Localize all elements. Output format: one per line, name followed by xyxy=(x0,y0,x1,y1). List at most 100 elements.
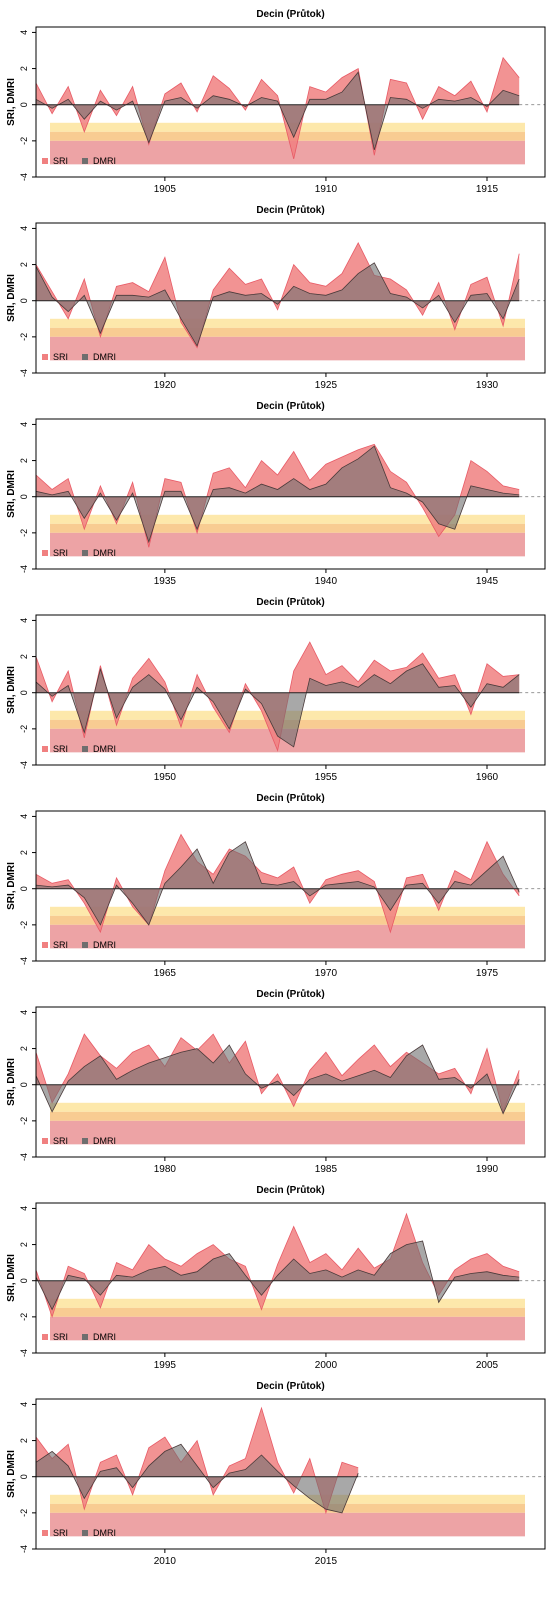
y-tick-label: 2 xyxy=(19,1242,29,1247)
x-tick-label: 1965 xyxy=(154,968,177,979)
series-area-dmri xyxy=(36,446,520,542)
plot-frame xyxy=(35,1398,546,1550)
legend-label-dmri: DMRI xyxy=(93,1136,116,1146)
chart-panel-8: Decin (Průtok) SRI, DMRI 4 2 0 -2 -4 2010 2015 SR… xyxy=(6,1380,546,1567)
series-line-dmri xyxy=(35,445,520,544)
legend-swatch-sri xyxy=(42,1138,48,1144)
chart-panel-4: Decin (Průtok) SRI, DMRI 4 2 0 -2 -4 1950 1955 19… xyxy=(6,596,546,783)
drought-band-2 xyxy=(50,1503,525,1513)
x-tick-label: 1985 xyxy=(315,1164,338,1175)
x-tick-label: 1945 xyxy=(476,576,499,587)
y-tick-label: -4 xyxy=(19,957,29,965)
drought-band-3 xyxy=(50,1316,525,1341)
y-tick-label: -4 xyxy=(19,1153,29,1161)
y-tick-label: -4 xyxy=(19,1349,29,1357)
y-tick-label: -2 xyxy=(19,137,29,145)
y-tick-label: 0 xyxy=(19,102,29,107)
chart-panel-5: Decin (Průtok) SRI, DMRI 4 2 0 -2 -4 1965 1970 19… xyxy=(6,792,546,979)
legend-swatch-dmri xyxy=(82,1334,88,1340)
y-tick-label: 4 xyxy=(19,30,29,35)
legend-swatch-dmri xyxy=(82,1138,88,1144)
chart-title: Decin (Průtok) xyxy=(256,1184,324,1196)
legend-label-sri: SRI xyxy=(53,1332,68,1342)
drought-band-1 xyxy=(50,318,525,328)
series-line-dmri xyxy=(35,841,520,926)
series-line-sri xyxy=(35,1406,359,1515)
legend-label-sri: SRI xyxy=(53,156,68,166)
x-tick-label: 1910 xyxy=(315,184,338,195)
chart-title: Decin (Průtok) xyxy=(256,1380,324,1392)
x-tick-label: 1955 xyxy=(315,772,338,783)
chart-title: Decin (Průtok) xyxy=(256,204,324,216)
y-tick-label: 2 xyxy=(19,66,29,71)
drought-band-3 xyxy=(50,924,525,949)
series-area-dmri xyxy=(36,663,520,747)
legend-swatch-sri xyxy=(42,942,48,948)
plot-frame xyxy=(35,810,546,962)
legend-label-dmri: DMRI xyxy=(93,1528,116,1538)
legend-label-sri: SRI xyxy=(53,352,68,362)
drought-band-2 xyxy=(50,1307,525,1317)
y-axis-label: SRI, DMRI xyxy=(6,1450,17,1498)
y-tick-label: 4 xyxy=(19,422,29,427)
x-tick-label: 1990 xyxy=(476,1164,499,1175)
chart-title: Decin (Průtok) xyxy=(256,8,324,20)
legend-swatch-sri xyxy=(42,1334,48,1340)
x-tick-label: 1975 xyxy=(476,968,499,979)
legend-swatch-dmri xyxy=(82,158,88,164)
y-axis-label: SRI, DMRI xyxy=(6,274,17,322)
drought-band-2 xyxy=(50,1111,525,1121)
drought-band-3 xyxy=(50,140,525,165)
drought-band-2 xyxy=(50,915,525,925)
chart-title: Decin (Průtok) xyxy=(256,792,324,804)
drought-band-3 xyxy=(50,1512,525,1537)
y-axis-label: SRI, DMRI xyxy=(6,862,17,910)
plot-frame xyxy=(35,418,546,570)
y-tick-label: -4 xyxy=(19,565,29,573)
chart-panel-2: Decin (Průtok) SRI, DMRI 4 2 0 -2 -4 1920 1925 19… xyxy=(6,204,546,391)
legend-swatch-dmri xyxy=(82,550,88,556)
y-tick-label: -2 xyxy=(19,333,29,341)
x-tick-label: 1980 xyxy=(154,1164,177,1175)
y-tick-label: -2 xyxy=(19,1313,29,1321)
chart-title: Decin (Průtok) xyxy=(256,400,324,412)
chart-title: Decin (Průtok) xyxy=(256,988,324,1000)
series-line-sri xyxy=(35,833,520,934)
drought-band-1 xyxy=(50,1298,525,1308)
y-axis-label: SRI, DMRI xyxy=(6,78,17,126)
y-tick-label: -2 xyxy=(19,529,29,537)
legend-label-sri: SRI xyxy=(53,548,68,558)
y-tick-label: 0 xyxy=(19,886,29,891)
y-tick-label: 2 xyxy=(19,1046,29,1051)
plot-frame xyxy=(35,222,546,374)
y-tick-label: -2 xyxy=(19,725,29,733)
legend-label-dmri: DMRI xyxy=(93,352,116,362)
legend-label-sri: SRI xyxy=(53,1136,68,1146)
chart-panel-3: Decin (Průtok) SRI, DMRI 4 2 0 -2 -4 1935 1940 19… xyxy=(6,400,546,587)
plot-frame xyxy=(35,1202,546,1354)
y-tick-label: 4 xyxy=(19,226,29,231)
drought-band-2 xyxy=(50,327,525,337)
y-tick-label: 0 xyxy=(19,494,29,499)
series-line-dmri xyxy=(35,71,520,151)
y-tick-label: 0 xyxy=(19,1278,29,1283)
x-tick-label: 1905 xyxy=(154,184,177,195)
x-tick-label: 1960 xyxy=(476,772,499,783)
x-tick-label: 1925 xyxy=(315,380,338,391)
series-line-sri xyxy=(35,1033,520,1114)
series-line-sri xyxy=(35,641,520,752)
y-tick-label: 0 xyxy=(19,690,29,695)
legend-label-dmri: DMRI xyxy=(93,1332,116,1342)
legend-swatch-sri xyxy=(42,550,48,556)
legend-swatch-dmri xyxy=(82,942,88,948)
y-tick-label: -2 xyxy=(19,921,29,929)
x-tick-label: 1935 xyxy=(154,576,177,587)
plot-frame xyxy=(35,1006,546,1158)
y-tick-label: 2 xyxy=(19,850,29,855)
legend-label-dmri: DMRI xyxy=(93,548,116,558)
legend-label-sri: SRI xyxy=(53,744,68,754)
plot-frame xyxy=(35,26,546,178)
y-tick-label: -4 xyxy=(19,369,29,377)
drought-band-1 xyxy=(50,1494,525,1504)
